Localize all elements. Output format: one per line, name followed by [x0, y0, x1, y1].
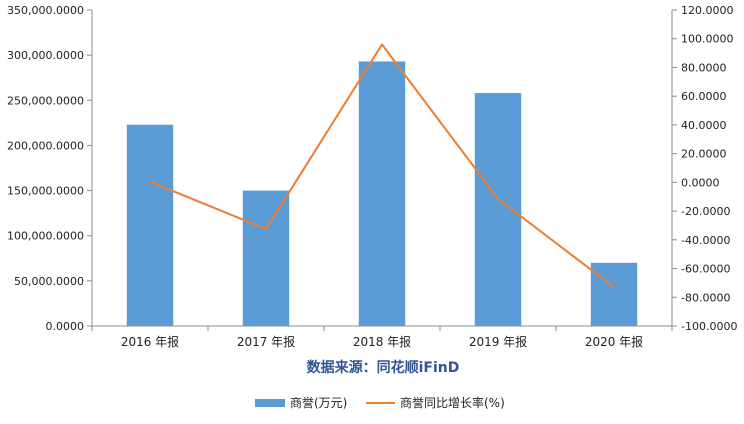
- left-y-tick-label: 250,000.0000: [7, 94, 84, 107]
- right-y-tick-label: 100.0000: [681, 33, 734, 46]
- legend: 商誉(万元) 商誉同比增长率(%): [255, 395, 505, 410]
- right-y-tick-label: 40.0000: [681, 119, 727, 132]
- legend-line-label: 商誉同比增长率(%): [400, 395, 505, 410]
- left-y-tick-label: 0.0000: [46, 320, 85, 333]
- legend-item-bar: 商誉(万元): [255, 395, 347, 410]
- right-y-tick-label: 120.0000: [681, 4, 734, 17]
- x-tick-label: 2018 年报: [353, 334, 411, 349]
- left-y-tick-label: 350,000.0000: [7, 4, 84, 17]
- bar: [474, 93, 522, 326]
- left-y-tick-label: 50,000.0000: [14, 275, 84, 288]
- right-y-tick-label: -20.0000: [681, 205, 730, 218]
- x-tick-label: 2020 年报: [585, 334, 643, 349]
- bar: [590, 262, 638, 326]
- left-y-tick-label: 150,000.0000: [7, 185, 84, 198]
- bar: [358, 61, 406, 326]
- x-axis-title: 数据来源：同花顺iFinD: [307, 359, 460, 376]
- line-series: [149, 43, 615, 289]
- right-y-tick-label: 80.0000: [681, 61, 727, 74]
- bar: [126, 124, 174, 326]
- right-y-tick-label: 0.0000: [681, 176, 720, 189]
- tick-labels: 0.0000 50,000.0000 100,000.0000 150,000.000…: [7, 4, 737, 349]
- legend-bar-label: 商誉(万元): [290, 395, 347, 410]
- bar-series: [126, 61, 638, 326]
- x-tick-label: 2016 年报: [121, 334, 179, 349]
- x-tick-label: 2017 年报: [237, 334, 295, 349]
- right-y-tick-label: -60.0000: [681, 263, 730, 276]
- left-y-tick-label: 200,000.0000: [7, 139, 84, 152]
- right-y-tick-label: 20.0000: [681, 148, 727, 161]
- right-y-tick-label: -100.0000: [681, 320, 737, 333]
- left-y-tick-label: 300,000.0000: [7, 49, 84, 62]
- right-y-tick-label: -40.0000: [681, 234, 730, 247]
- legend-bar-swatch: [255, 399, 285, 407]
- right-y-tick-label: 60.0000: [681, 90, 727, 103]
- x-tick-label: 2019 年报: [469, 334, 527, 349]
- right-y-tick-label: -80.0000: [681, 291, 730, 304]
- legend-item-line: 商誉同比增长率(%): [366, 395, 505, 410]
- left-y-tick-label: 100,000.0000: [7, 230, 84, 243]
- bar: [242, 190, 290, 326]
